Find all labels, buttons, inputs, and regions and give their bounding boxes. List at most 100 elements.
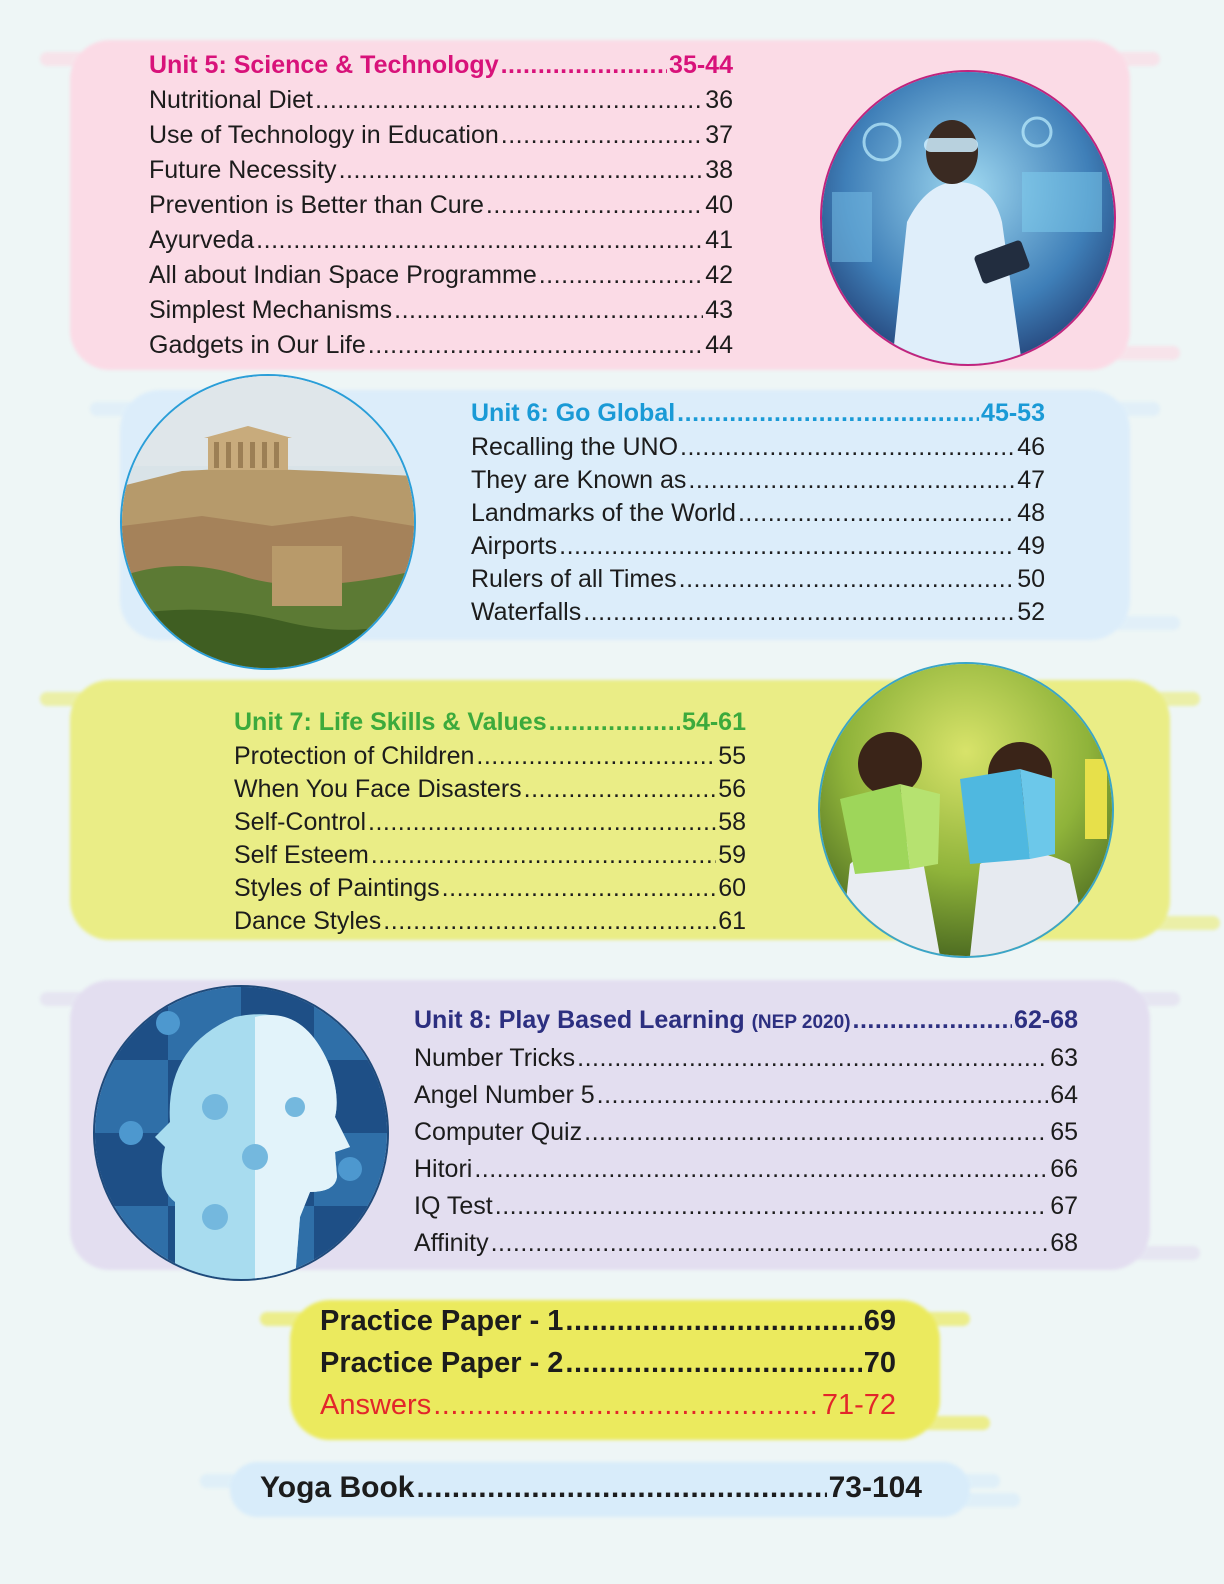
toc-entry[interactable]: Waterfalls 52 [471, 596, 1045, 629]
leader-dots [383, 905, 716, 938]
leader-dots [577, 1040, 1048, 1077]
practice-paper-2-entry[interactable]: Practice Paper - 2 70 [320, 1342, 896, 1384]
toc-entry[interactable]: Rulers of all Times 50 [471, 563, 1045, 596]
entry-page: 50 [1017, 565, 1045, 593]
toc-entry[interactable]: Landmarks of the World 48 [471, 497, 1045, 530]
entry-label: Affinity [414, 1229, 489, 1257]
leader-dots [565, 1342, 861, 1384]
toc-entry[interactable]: Nutritional Diet 36 [149, 83, 733, 118]
toc-entry[interactable]: Simplest Mechanisms 43 [149, 293, 733, 328]
entry-page: 67 [1050, 1192, 1078, 1220]
toc-entry[interactable]: IQ Test 67 [414, 1188, 1078, 1225]
toc-entry[interactable]: Self Esteem 59 [234, 839, 746, 872]
practice-paper-1-entry[interactable]: Practice Paper - 1 69 [320, 1300, 896, 1342]
leader-dots [559, 530, 1015, 563]
toc-entry[interactable]: Self-Control 58 [234, 806, 746, 839]
unit5-title: Unit 5: Science & Technology [149, 51, 499, 79]
entry-page: 60 [718, 874, 746, 902]
unit7-heading[interactable]: Unit 7: Life Skills & Values 54-61 [234, 705, 746, 740]
leader-dots [433, 1384, 820, 1426]
unit6-pages: 45-53 [981, 399, 1045, 427]
entry-page: 43 [705, 296, 733, 324]
entry-label: Rulers of all Times [471, 565, 677, 593]
entry-page: 68 [1050, 1229, 1078, 1257]
entry-label: Nutritional Diet [149, 86, 313, 114]
entry-page: 40 [705, 191, 733, 219]
entry-label: Recalling the UNO [471, 433, 679, 461]
entry-label: Practice Paper - 2 [320, 1347, 564, 1379]
leader-dots [680, 431, 1015, 464]
entry-page: 61 [718, 907, 746, 935]
entry-label: Self-Control [234, 808, 366, 836]
unit5-toc: Unit 5: Science & Technology 35-44 Nutri… [149, 48, 733, 363]
toc-entry[interactable]: Styles of Paintings 60 [234, 872, 746, 905]
entry-label: Use of Technology in Education [149, 121, 499, 149]
entry-label: Self Esteem [234, 841, 369, 869]
entry-page: 36 [705, 86, 733, 114]
entry-label: Angel Number 5 [414, 1081, 595, 1109]
toc-entry[interactable]: When You Face Disasters 56 [234, 773, 746, 806]
entry-label: Yoga Book [260, 1471, 415, 1504]
entry-page: 37 [705, 121, 733, 149]
leader-dots [315, 83, 703, 118]
leader-dots [442, 872, 717, 905]
leader-dots [368, 328, 703, 363]
answers-entry[interactable]: Answers 71-72 [320, 1384, 896, 1426]
entry-page: 52 [1017, 598, 1045, 626]
entry-page: 71-72 [821, 1389, 896, 1421]
leader-dots [501, 48, 667, 83]
toc-entry[interactable]: Use of Technology in Education 37 [149, 118, 733, 153]
leader-dots [256, 223, 703, 258]
toc-entry[interactable]: Computer Quiz 65 [414, 1114, 1078, 1151]
entry-page: 58 [718, 808, 746, 836]
entry-page: 59 [718, 841, 746, 869]
toc-entry[interactable]: Angel Number 5 64 [414, 1077, 1078, 1114]
entry-label: They are Known as [471, 466, 687, 494]
leader-dots [339, 153, 704, 188]
leader-dots [368, 806, 716, 839]
toc-entry[interactable]: Recalling the UNO 46 [471, 431, 1045, 464]
leader-dots [583, 596, 1015, 629]
toc-entry[interactable]: Airports 49 [471, 530, 1045, 563]
toc-entry[interactable]: Future Necessity 38 [149, 153, 733, 188]
unit5-heading[interactable]: Unit 5: Science & Technology 35-44 [149, 48, 733, 83]
entry-page: 55 [718, 742, 746, 770]
entry-label: IQ Test [414, 1192, 493, 1220]
toc-entry[interactable]: Affinity 68 [414, 1225, 1078, 1262]
unit7-toc: Unit 7: Life Skills & Values 54-61 Prote… [234, 705, 746, 938]
toc-entry[interactable]: All about Indian Space Programme 42 [149, 258, 733, 293]
puzzle-head-graphic [93, 985, 389, 1281]
leader-dots [486, 188, 703, 223]
toc-entry[interactable]: Prevention is Better than Cure 40 [149, 188, 733, 223]
leader-dots [394, 293, 703, 328]
practice-toc: Practice Paper - 1 69 Practice Paper - 2 7… [320, 1300, 896, 1426]
acropolis-photo [120, 374, 416, 670]
entry-label: Gadgets in Our Life [149, 331, 366, 359]
toc-entry[interactable]: Gadgets in Our Life 44 [149, 328, 733, 363]
entry-page: 56 [718, 775, 746, 803]
unit6-title: Unit 6: Go Global [471, 399, 676, 427]
unit6-heading[interactable]: Unit 6: Go Global 45-53 [471, 396, 1045, 431]
unit8-title-suffix: (NEP 2020) [751, 1012, 851, 1033]
unit8-heading[interactable]: Unit 8: Play Based Learning (NEP 2020) 6… [414, 1003, 1078, 1040]
entry-label: Styles of Paintings [234, 874, 440, 902]
leader-dots [416, 1466, 826, 1510]
leader-dots [539, 258, 703, 293]
entry-label: Simplest Mechanisms [149, 296, 393, 324]
toc-entry[interactable]: They are Known as 47 [471, 464, 1045, 497]
scientist-photo [820, 70, 1116, 366]
toc-entry[interactable]: Ayurveda 41 [149, 223, 733, 258]
leader-dots [688, 464, 1015, 497]
yoga-book-entry[interactable]: Yoga Book 73-104 [260, 1466, 922, 1510]
leader-dots [677, 396, 979, 431]
leader-dots [474, 1151, 1048, 1188]
toc-entry[interactable]: Dance Styles 61 [234, 905, 746, 938]
entry-page: 70 [863, 1347, 896, 1379]
toc-entry[interactable]: Protection of Children 55 [234, 740, 746, 773]
unit8-pages: 62-68 [1014, 1006, 1078, 1034]
toc-entry[interactable]: Hitori 66 [414, 1151, 1078, 1188]
unit6-toc: Unit 6: Go Global 45-53 Recalling the UN… [471, 396, 1045, 629]
unit7-pages: 54-61 [682, 708, 746, 736]
entry-page: 41 [705, 226, 733, 254]
toc-entry[interactable]: Number Tricks 63 [414, 1040, 1078, 1077]
